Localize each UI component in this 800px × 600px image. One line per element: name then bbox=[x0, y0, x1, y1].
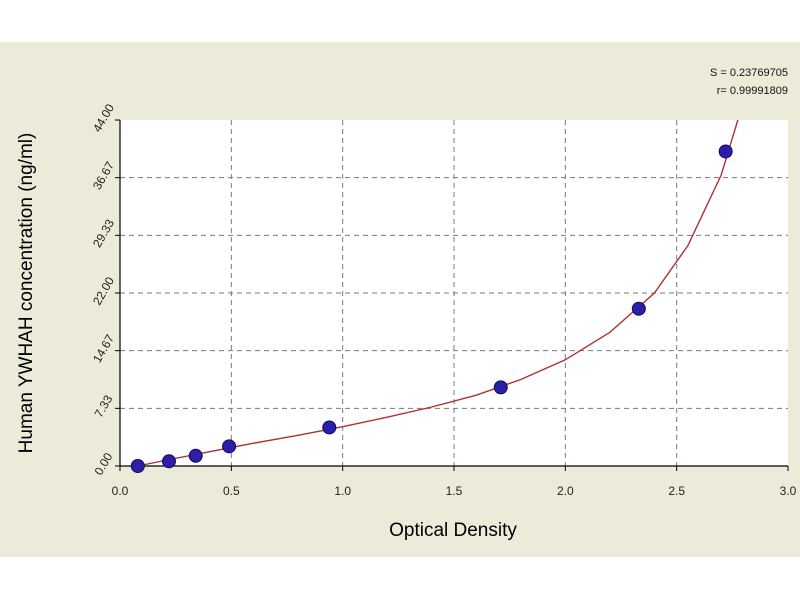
x-tick-label: 1.5 bbox=[446, 484, 463, 498]
data-point bbox=[631, 301, 646, 316]
x-tick-label: 1.0 bbox=[334, 484, 351, 498]
data-point bbox=[322, 420, 337, 435]
chart-frame: 0.0 0.5 1.0 1.5 2.0 2.5 3.0 0.00 7.33 14.67 22.00 2… bbox=[0, 42, 800, 557]
data-point bbox=[161, 454, 176, 469]
x-tick-label: 3.0 bbox=[780, 484, 797, 498]
x-tick-label: 2.0 bbox=[557, 484, 574, 498]
x-axis-title: Optical Density bbox=[389, 520, 517, 541]
x-tick-label: 0.0 bbox=[112, 484, 129, 498]
y-tick-label: 22.00 bbox=[90, 274, 117, 307]
axes bbox=[115, 119, 789, 471]
stat-r-value: r= 0.99991809 bbox=[717, 85, 788, 97]
data-points bbox=[130, 144, 733, 473]
y-axis-title: Human YWHAH concentration (ng/ml) bbox=[16, 133, 37, 454]
data-point bbox=[493, 380, 508, 395]
calibration-chart: 0.0 0.5 1.0 1.5 2.0 2.5 3.0 0.00 7.33 14.67 22.00 2… bbox=[16, 67, 797, 541]
x-tick-label: 2.5 bbox=[668, 484, 685, 498]
y-tick-label: 36.67 bbox=[90, 159, 117, 192]
data-point bbox=[718, 144, 733, 159]
data-point bbox=[222, 439, 237, 454]
y-tick-label: 14.67 bbox=[90, 332, 117, 365]
y-tick-label: 29.33 bbox=[90, 217, 117, 250]
y-tick-label: 44.00 bbox=[90, 101, 117, 134]
data-point bbox=[188, 448, 203, 463]
stat-s-value: S = 0.23769705 bbox=[710, 67, 788, 79]
data-point bbox=[130, 459, 145, 473]
y-tick-label: 7.33 bbox=[92, 392, 116, 420]
grid-lines bbox=[120, 120, 788, 466]
y-tick-label: 0.00 bbox=[92, 450, 116, 478]
x-tick-label: 0.5 bbox=[223, 484, 240, 498]
